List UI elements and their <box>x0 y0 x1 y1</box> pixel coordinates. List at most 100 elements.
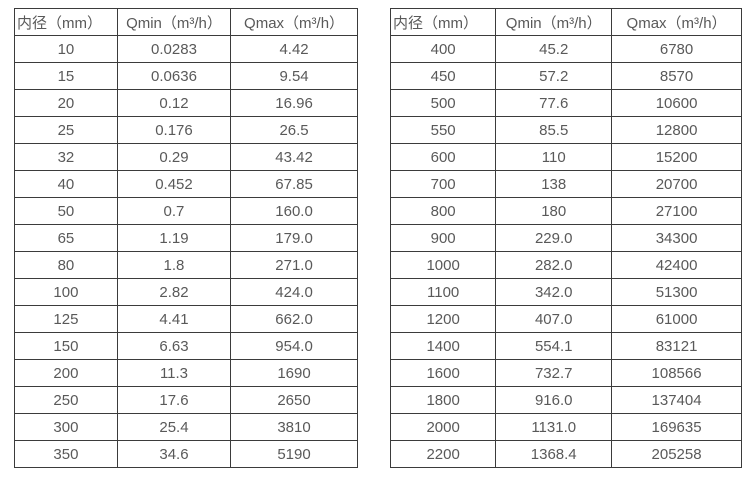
table-row: 250 17.6 2650 <box>14 386 358 414</box>
table-cell: 1368.4 <box>495 440 613 468</box>
table-row: 2000 1131.0 169635 <box>389 413 742 441</box>
table-cell: 77.6 <box>495 89 613 117</box>
table-cell: 2650 <box>230 386 358 414</box>
table-row: 1400 554.1 83121 <box>389 332 742 360</box>
table-cell: 12800 <box>611 116 742 144</box>
table-cell: 20700 <box>611 170 742 198</box>
table-cell: 67.85 <box>230 170 358 198</box>
table-row: 450 57.2 8570 <box>389 62 742 90</box>
table-cell: 180 <box>495 197 613 225</box>
table-cell: 0.0283 <box>116 35 232 63</box>
table-cell: 0.0636 <box>116 62 232 90</box>
table-row: 1000 282.0 42400 <box>389 251 742 279</box>
table-cell: 407.0 <box>495 305 613 333</box>
table-row: 80 1.8 271.0 <box>14 251 358 279</box>
table-cell: 205258 <box>611 440 742 468</box>
table-cell: 57.2 <box>495 62 613 90</box>
table-cell: 1800 <box>389 386 497 414</box>
flow-rate-table-right: 内径（mm） Qmin（m³/h） Qmax（m³/h） 400 45.2 6780… <box>389 8 742 468</box>
table-cell: 2200 <box>389 440 497 468</box>
table-cell: 3810 <box>230 413 358 441</box>
table-cell: 424.0 <box>230 278 358 306</box>
table-cell: 100 <box>14 278 118 306</box>
table-cell: 25.4 <box>116 413 232 441</box>
table-cell: 250 <box>14 386 118 414</box>
table-cell: 5190 <box>230 440 358 468</box>
table-cell: 0.452 <box>116 170 232 198</box>
table-row: 20 0.12 16.96 <box>14 89 358 117</box>
table-cell: 11.3 <box>116 359 232 387</box>
table-cell: 4.42 <box>230 35 358 63</box>
table-cell: 700 <box>389 170 497 198</box>
table-row: 15 0.0636 9.54 <box>14 62 358 90</box>
table-cell: 10600 <box>611 89 742 117</box>
table-cell: 9.54 <box>230 62 358 90</box>
table-cell: 169635 <box>611 413 742 441</box>
table-cell: 4.41 <box>116 305 232 333</box>
table-cell: 15200 <box>611 143 742 171</box>
table-cell: 6.63 <box>116 332 232 360</box>
table-cell: 271.0 <box>230 251 358 279</box>
table-cell: 50 <box>14 197 118 225</box>
table-header-row: 内径（mm） Qmin（m³/h） Qmax（m³/h） <box>389 8 742 36</box>
header-qmax: Qmax（m³/h） <box>230 8 358 36</box>
table-row: 1800 916.0 137404 <box>389 386 742 414</box>
table-cell: 282.0 <box>495 251 613 279</box>
table-cell: 17.6 <box>116 386 232 414</box>
table-cell: 6780 <box>611 35 742 63</box>
table-cell: 1000 <box>389 251 497 279</box>
table-row: 700 138 20700 <box>389 170 742 198</box>
table-cell: 32 <box>14 143 118 171</box>
table-cell: 160.0 <box>230 197 358 225</box>
table-cell: 1.19 <box>116 224 232 252</box>
table-cell: 25 <box>14 116 118 144</box>
table-cell: 150 <box>14 332 118 360</box>
header-qmin: Qmin（m³/h） <box>116 8 232 36</box>
table-cell: 0.29 <box>116 143 232 171</box>
table-row: 150 6.63 954.0 <box>14 332 358 360</box>
table-row: 1600 732.7 108566 <box>389 359 742 387</box>
table-row: 25 0.176 26.5 <box>14 116 358 144</box>
table-cell: 662.0 <box>230 305 358 333</box>
table-row: 2200 1368.4 205258 <box>389 440 742 468</box>
table-row: 500 77.6 10600 <box>389 89 742 117</box>
table-row: 1100 342.0 51300 <box>389 278 742 306</box>
table-row: 100 2.82 424.0 <box>14 278 358 306</box>
header-qmin: Qmin（m³/h） <box>495 8 613 36</box>
table-cell: 342.0 <box>495 278 613 306</box>
table-row: 600 110 15200 <box>389 143 742 171</box>
table-row: 1200 407.0 61000 <box>389 305 742 333</box>
table-cell: 65 <box>14 224 118 252</box>
table-cell: 34300 <box>611 224 742 252</box>
table-row: 350 34.6 5190 <box>14 440 358 468</box>
table-cell: 0.7 <box>116 197 232 225</box>
table-row: 10 0.0283 4.42 <box>14 35 358 63</box>
table-cell: 43.42 <box>230 143 358 171</box>
table-cell: 40 <box>14 170 118 198</box>
table-cell: 80 <box>14 251 118 279</box>
table-cell: 20 <box>14 89 118 117</box>
table-cell: 15 <box>14 62 118 90</box>
table-row: 900 229.0 34300 <box>389 224 742 252</box>
table-cell: 554.1 <box>495 332 613 360</box>
table-cell: 0.176 <box>116 116 232 144</box>
table-row: 300 25.4 3810 <box>14 413 358 441</box>
table-cell: 900 <box>389 224 497 252</box>
table-cell: 34.6 <box>116 440 232 468</box>
table-cell: 51300 <box>611 278 742 306</box>
table-cell: 27100 <box>611 197 742 225</box>
table-cell: 137404 <box>611 386 742 414</box>
table-cell: 1131.0 <box>495 413 613 441</box>
table-cell: 125 <box>14 305 118 333</box>
table-cell: 550 <box>389 116 497 144</box>
table-cell: 600 <box>389 143 497 171</box>
header-inner-diameter: 内径（mm） <box>14 8 118 36</box>
table-cell: 10 <box>14 35 118 63</box>
table-cell: 45.2 <box>495 35 613 63</box>
table-cell: 1690 <box>230 359 358 387</box>
table-cell: 229.0 <box>495 224 613 252</box>
table-row: 50 0.7 160.0 <box>14 197 358 225</box>
table-cell: 83121 <box>611 332 742 360</box>
table-cell: 954.0 <box>230 332 358 360</box>
table-cell: 0.12 <box>116 89 232 117</box>
